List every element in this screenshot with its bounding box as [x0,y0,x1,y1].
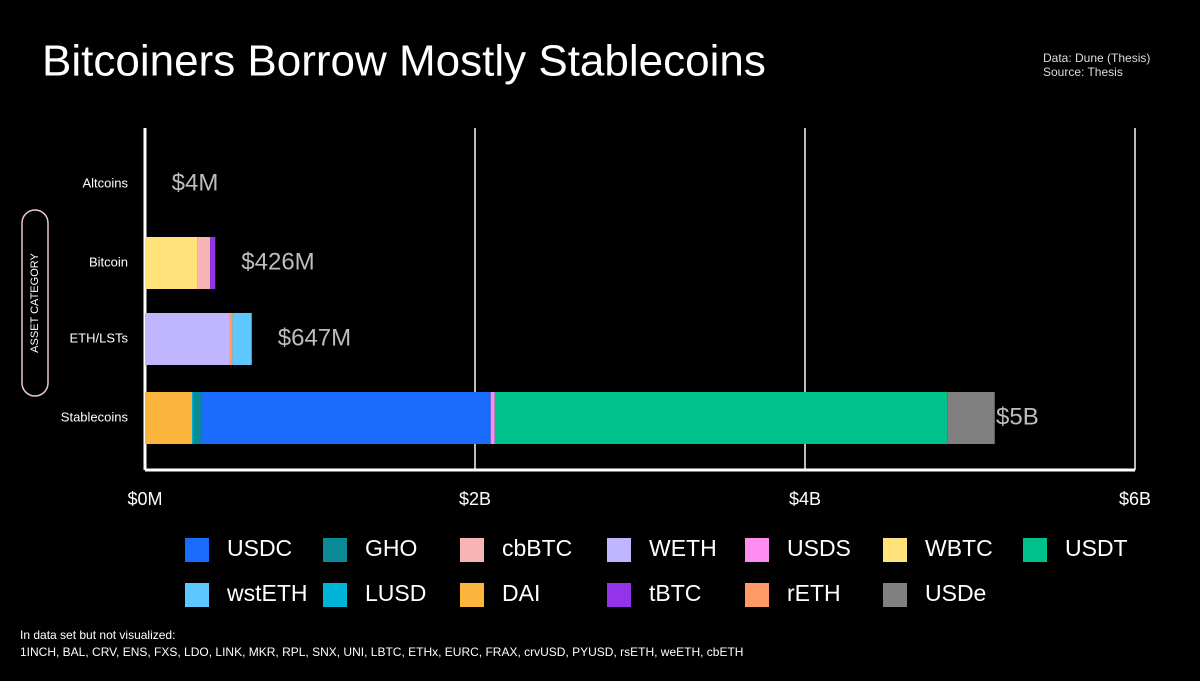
legend-swatch [745,538,769,562]
bar-segment [192,392,194,444]
x-tick-label: $6B [1119,489,1151,509]
legend-swatch [460,583,484,607]
x-tick-label: $0M [127,489,162,509]
bar-segment [201,392,491,444]
legend-label: WETH [649,535,717,561]
legend-label: WBTC [925,535,993,561]
source: Source: Thesis [1043,65,1123,79]
bar-segment [197,237,211,289]
source: Data: Dune (Thesis) [1043,51,1150,65]
bar-segment [229,313,233,365]
x-tick-label: $4B [789,489,821,509]
y-axis-label: ASSET CATEGORY [29,253,41,353]
y-label-pill [21,209,49,397]
bar-segment [232,313,252,365]
chart-title: Bitcoiners Borrow Mostly Stablecoins [42,37,766,86]
bar-segment [947,392,995,444]
y-tick-label: ETH/LSTs [69,330,128,345]
legend-label: GHO [365,535,417,561]
legend-swatch [745,583,769,607]
legend-label: LUSD [365,580,426,606]
legend-swatch [185,538,209,562]
y-tick-label: Bitcoin [89,254,128,269]
legend-label: USDe [925,580,986,606]
bar-segment [145,392,193,444]
total-label: $4M [172,169,219,196]
bar-segment [193,392,202,444]
bar-segment [490,392,495,444]
legend-label: rETH [787,580,841,606]
bar-segment [494,392,948,444]
legend-swatch [1023,538,1047,562]
bar-segment [145,313,230,365]
legend-swatch [883,538,907,562]
legend-swatch [460,538,484,562]
legend-swatch [607,538,631,562]
footnote: In data set but not visualized: [20,628,175,642]
total-label: $647M [278,324,351,351]
legend-label: USDT [1065,535,1128,561]
legend-swatch [607,583,631,607]
legend-swatch [883,583,907,607]
x-tick-label: $2B [459,489,491,509]
legend-label: DAI [502,580,540,606]
legend-swatch [323,583,347,607]
total-label: $5B [996,403,1039,430]
legend-label: tBTC [649,580,701,606]
bar-segment [210,237,216,289]
legend-label: wstETH [226,580,308,606]
total-label: $426M [241,248,314,275]
footnote: 1INCH, BAL, CRV, ENS, FXS, LDO, LINK, MK… [20,645,743,659]
legend-label: USDC [227,535,292,561]
legend-swatch [185,583,209,607]
y-tick-label: Stablecoins [61,409,129,424]
legend-label: USDS [787,535,851,561]
bar-segment [145,237,198,289]
legend-label: cbBTC [502,535,572,561]
y-tick-label: Altcoins [82,175,128,190]
legend-swatch [323,538,347,562]
